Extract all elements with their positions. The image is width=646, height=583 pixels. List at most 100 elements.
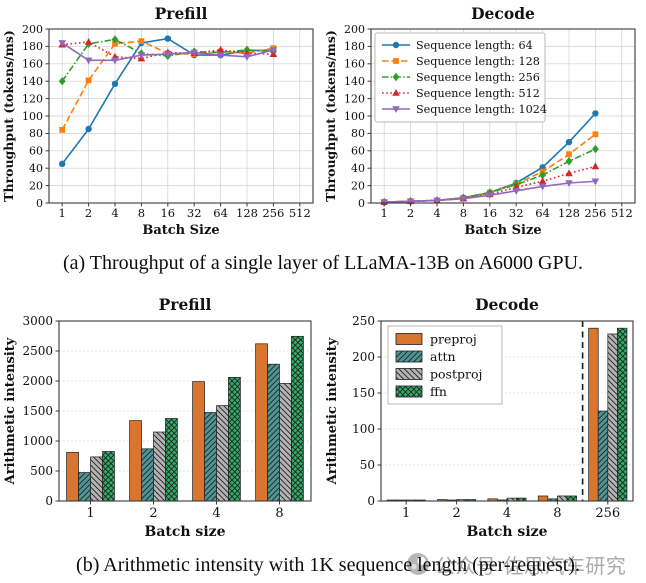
svg-text:8: 8 xyxy=(275,506,283,521)
x-axis: 1 2 4 8 16 32 64 128 256 512 Batch Size xyxy=(381,203,633,238)
svg-text:140: 140 xyxy=(344,75,365,88)
svg-text:500: 500 xyxy=(30,464,53,478)
svg-text:200: 200 xyxy=(352,350,375,364)
svg-text:0: 0 xyxy=(358,197,365,210)
svg-text:140: 140 xyxy=(22,75,43,88)
svg-text:4: 4 xyxy=(212,506,220,521)
svg-text:120: 120 xyxy=(344,92,365,105)
chart-body-prefill-arithmetic-intensity: 1 2 4 8 Batch size 0 500 1000 1500 2000 2500 3000 Ar… xyxy=(3,295,312,540)
svg-text:1500: 1500 xyxy=(22,404,53,418)
svg-text:2: 2 xyxy=(452,506,460,521)
svg-text:1: 1 xyxy=(86,506,94,521)
svg-text:4: 4 xyxy=(111,206,118,220)
x-axis: 1 2 4 8 256 Batch size xyxy=(402,501,620,540)
svg-text:0: 0 xyxy=(367,494,375,508)
series-sequence-length-1024 xyxy=(58,40,278,65)
y-axis-label: Throughput (tokens/ms) xyxy=(1,30,16,202)
series-sequence-length-1024 xyxy=(380,178,600,207)
svg-text:250: 250 xyxy=(352,314,375,328)
svg-text:160: 160 xyxy=(22,58,43,71)
x-axis-label: Batch size xyxy=(466,524,547,540)
svg-text:50: 50 xyxy=(360,458,375,472)
svg-text:100: 100 xyxy=(352,422,375,436)
watermark-logo-icon xyxy=(407,553,429,575)
svg-text:256: 256 xyxy=(584,206,606,220)
chart-decode-arithmetic-intensity: 1 2 4 8 256 Batch size 0 50 100 150 200 250 Arithmet… xyxy=(325,295,634,540)
svg-text:2: 2 xyxy=(149,506,157,521)
svg-text:100: 100 xyxy=(344,110,365,123)
svg-text:Sequence length: 128: Sequence length: 128 xyxy=(416,55,540,68)
y-axis: 0 20 40 60 80 100 120 140 160 180 200 Throughput (t… xyxy=(323,23,371,210)
legend: Sequence length: 64 Sequence length: 128 S… xyxy=(374,32,547,123)
chart-decode-throughput: 1 2 4 8 16 32 64 128 256 512 Batch Size 0 20 40 60 80 10… xyxy=(323,4,636,238)
svg-text:8: 8 xyxy=(553,506,561,521)
chart-body-prefill-throughput: 1 2 4 8 16 32 64 128 256 512 Batch Size 0 20 40 60 80 10… xyxy=(1,4,314,238)
svg-text:4: 4 xyxy=(433,206,440,220)
svg-text:128: 128 xyxy=(236,206,258,220)
x-axis: 1 2 4 8 Batch size xyxy=(86,501,284,540)
svg-text:180: 180 xyxy=(344,40,365,53)
svg-text:180: 180 xyxy=(22,40,43,53)
x-axis-label: Batch size xyxy=(144,524,225,540)
svg-text:150: 150 xyxy=(352,386,375,400)
svg-text:1: 1 xyxy=(402,506,410,521)
chart-title: Decode xyxy=(471,4,535,23)
svg-text:Sequence length: 1024: Sequence length: 1024 xyxy=(416,103,547,116)
svg-text:1: 1 xyxy=(381,206,388,220)
svg-text:3000: 3000 xyxy=(22,314,53,328)
svg-text:32: 32 xyxy=(509,206,524,220)
svg-text:32: 32 xyxy=(187,206,202,220)
caption-b: (b) Arithmetic intensity with 1K sequenc… xyxy=(76,554,580,576)
chart-body-decode-throughput: 1 2 4 8 16 32 64 128 256 512 Batch Size 0 20 40 60 80 10… xyxy=(323,4,636,238)
chart-title: Decode xyxy=(475,295,539,314)
chart-title: Prefill xyxy=(159,295,212,314)
svg-text:80: 80 xyxy=(29,127,43,140)
svg-text:40: 40 xyxy=(351,162,365,175)
svg-text:0: 0 xyxy=(45,494,53,508)
y-axis-label: Arithmetic intensity xyxy=(3,337,18,485)
svg-text:preproj: preproj xyxy=(430,332,477,347)
caption-a: (a) Throughput of a single layer of LLaM… xyxy=(62,252,584,274)
svg-text:40: 40 xyxy=(29,162,43,175)
svg-text:128: 128 xyxy=(558,206,580,220)
svg-text:8: 8 xyxy=(460,206,467,220)
bars-attn xyxy=(396,410,609,502)
svg-text:200: 200 xyxy=(22,23,43,36)
x-axis-label: Batch Size xyxy=(464,223,541,238)
svg-text:16: 16 xyxy=(160,206,175,220)
y-axis: 0 50 100 150 200 250 Arithmetic intensity xyxy=(325,314,381,508)
chart-title: Prefill xyxy=(155,4,208,23)
svg-text:512: 512 xyxy=(289,206,311,220)
svg-text:16: 16 xyxy=(482,206,497,220)
svg-text:64: 64 xyxy=(535,206,550,220)
svg-text:2: 2 xyxy=(85,206,92,220)
svg-text:60: 60 xyxy=(351,145,365,158)
svg-text:0: 0 xyxy=(36,197,43,210)
svg-text:100: 100 xyxy=(22,110,43,123)
svg-text:Sequence length: 64: Sequence length: 64 xyxy=(416,39,533,52)
svg-text:Sequence length: 256: Sequence length: 256 xyxy=(416,71,540,84)
y-axis-label: Throughput (tokens/ms) xyxy=(323,30,338,202)
svg-text:2000: 2000 xyxy=(22,374,53,388)
watermark-text: 公众号·佐思汽车研究 xyxy=(435,553,627,578)
y-axis-label: Arithmetic intensity xyxy=(325,337,340,485)
svg-text:Sequence length: 512: Sequence length: 512 xyxy=(416,87,540,100)
legend: preproj attn postproj ffn xyxy=(387,325,503,405)
svg-text:1: 1 xyxy=(59,206,66,220)
svg-text:160: 160 xyxy=(344,58,365,71)
svg-text:512: 512 xyxy=(611,206,633,220)
y-axis: 0 500 1000 1500 2000 2500 3000 Arithmetic inten… xyxy=(3,314,59,508)
svg-text:64: 64 xyxy=(213,206,228,220)
svg-text:20: 20 xyxy=(29,179,43,192)
y-axis: 0 20 40 60 80 100 120 140 160 180 200 Throughput (t… xyxy=(1,23,49,210)
chart-prefill-throughput: 1 2 4 8 16 32 64 128 256 512 Batch Size 0 20 40 60 80 10… xyxy=(1,4,314,238)
svg-text:2: 2 xyxy=(407,206,414,220)
x-axis: 1 2 4 8 16 32 64 128 256 512 Batch Size xyxy=(59,203,311,238)
watermark: 公众号·佐思汽车研究 xyxy=(406,549,646,579)
svg-text:1000: 1000 xyxy=(22,434,53,448)
x-axis-label: Batch Size xyxy=(142,223,219,238)
svg-text:256: 256 xyxy=(595,506,620,521)
svg-text:8: 8 xyxy=(138,206,145,220)
chart-body-decode-arithmetic-intensity: 1 2 4 8 256 Batch size 0 50 100 150 200 250 Arithmet… xyxy=(325,295,634,540)
